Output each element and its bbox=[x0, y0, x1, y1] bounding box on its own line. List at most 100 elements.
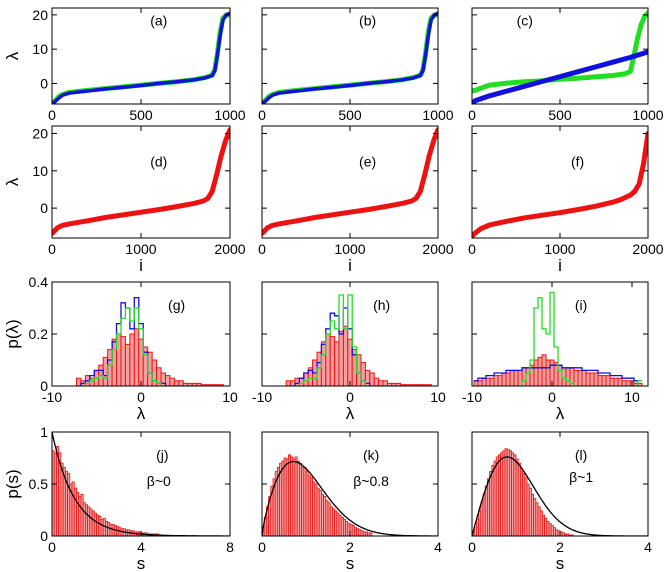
ytick-label-j-2: 1 bbox=[40, 424, 48, 440]
ytick-label-a-1: 10 bbox=[32, 41, 48, 57]
xtick-label-a-2: 1000 bbox=[214, 107, 245, 123]
series-green-c bbox=[472, 10, 648, 94]
xlabel-j: s bbox=[137, 554, 146, 572]
xlabel-h: λ bbox=[346, 404, 355, 423]
bar-h-13 bbox=[342, 325, 349, 386]
bar-h-11 bbox=[334, 341, 340, 386]
plot-area-h bbox=[285, 294, 432, 386]
bar-h-19 bbox=[369, 372, 375, 386]
panel-label-g: (g) bbox=[168, 297, 185, 313]
bar-g-13 bbox=[133, 328, 140, 386]
xtick-label-f-2: 2000 bbox=[632, 241, 663, 257]
ylabel-j: p(s) bbox=[3, 469, 22, 498]
xtick-label-e-2: 2000 bbox=[422, 241, 453, 257]
annotation-l: β~1 bbox=[569, 469, 593, 485]
bar-g-9 bbox=[116, 333, 122, 386]
panel-label-i: (i) bbox=[575, 297, 587, 313]
bar-i-27 bbox=[581, 369, 587, 386]
bar-i-18 bbox=[545, 359, 551, 386]
bar-h-10 bbox=[329, 336, 336, 386]
bar-h-16 bbox=[356, 354, 362, 386]
bar-g-17 bbox=[151, 359, 158, 386]
bar-i-26 bbox=[577, 369, 583, 386]
bar-i-32 bbox=[601, 375, 607, 386]
bar-g-23 bbox=[178, 380, 184, 386]
xtick-label-h-0: -10 bbox=[252, 389, 272, 405]
plot-area-k bbox=[262, 454, 438, 536]
panel-d: 0 1000 2000 0 10 20 i λ (d) bbox=[3, 125, 246, 275]
plot-area-c bbox=[472, 10, 648, 104]
bar-i-28 bbox=[585, 372, 591, 386]
panel-label-k: (k) bbox=[363, 447, 379, 463]
xlabel-d: i bbox=[139, 256, 143, 275]
bar-h-3 bbox=[298, 377, 305, 386]
series-red-f bbox=[472, 131, 648, 238]
series-red-e bbox=[262, 127, 438, 236]
xtick-label-b-0: 0 bbox=[258, 107, 266, 123]
bar-g-11 bbox=[124, 343, 131, 386]
plot-area-l bbox=[472, 448, 648, 536]
panel-k: 0 2 4 s (k) β~0.8 bbox=[258, 431, 442, 572]
panel-label-f: (f) bbox=[571, 153, 584, 169]
bar-h-21 bbox=[378, 380, 384, 386]
bar-i-15 bbox=[533, 359, 539, 386]
bar-i-7 bbox=[501, 372, 507, 386]
bar-g-12 bbox=[129, 333, 135, 386]
plot-area-j bbox=[52, 432, 230, 536]
xtick-label-a-1: 500 bbox=[129, 107, 153, 123]
panel-f: 0 1000 2000 i (f) bbox=[468, 125, 664, 275]
bar-i-16 bbox=[537, 356, 543, 386]
xtick-label-i-0: -10 bbox=[462, 389, 482, 405]
xtick-label-g-1: 0 bbox=[137, 389, 145, 405]
ytick-label-d-1: 10 bbox=[32, 163, 48, 179]
step-green-i bbox=[474, 291, 642, 386]
bar-i-33 bbox=[605, 375, 611, 386]
bar-i-34 bbox=[609, 377, 615, 386]
bar-i-9 bbox=[509, 369, 515, 386]
plot-area-f bbox=[472, 131, 648, 238]
xtick-label-c-0: 0 bbox=[468, 107, 476, 123]
xtick-label-d-0: 0 bbox=[48, 241, 56, 257]
xtick-label-g-2: 10 bbox=[222, 389, 238, 405]
series-blue-a bbox=[52, 11, 230, 104]
xlabel-e: i bbox=[348, 256, 352, 275]
xtick-label-f-0: 0 bbox=[468, 241, 476, 257]
ylabel-g: p(λ) bbox=[3, 319, 22, 348]
xtick-label-c-1: 500 bbox=[548, 107, 572, 123]
plot-area-b bbox=[262, 11, 438, 104]
panel-label-h: (h) bbox=[373, 297, 390, 313]
panel-label-b: (b) bbox=[359, 12, 376, 28]
series-green-a bbox=[52, 12, 230, 104]
step-blue-g bbox=[76, 296, 224, 386]
xtick-label-d-1: 1000 bbox=[125, 241, 156, 257]
bar-g-22 bbox=[173, 380, 180, 386]
plot-area-i bbox=[473, 291, 643, 386]
ytick-label-g-1: 0.2 bbox=[29, 326, 49, 342]
bar-i-3 bbox=[485, 377, 491, 386]
panel-label-e: (e) bbox=[359, 153, 376, 169]
xtick-label-d-2: 2000 bbox=[214, 241, 245, 257]
panel-j: 0 4 8 0 0.5 1 s p(s) (j) β~0 bbox=[3, 424, 234, 572]
bar-h-12 bbox=[338, 330, 344, 386]
xlabel-l: s bbox=[556, 554, 565, 572]
ytick-label-j-0: 0 bbox=[40, 528, 48, 544]
bar-h-4 bbox=[303, 372, 309, 386]
ytick-label-a-0: 0 bbox=[40, 75, 48, 91]
xtick-label-f-1: 1000 bbox=[544, 241, 575, 257]
xtick-label-h-1: 0 bbox=[346, 389, 354, 405]
bar-h-9 bbox=[325, 333, 331, 386]
panel-e: 0 1000 2000 i (e) bbox=[258, 125, 454, 275]
plot-area-a bbox=[52, 11, 230, 104]
bar-i-2 bbox=[481, 377, 487, 386]
xtick-label-g-0: -10 bbox=[42, 389, 62, 405]
panel-g: -10 0 1000.20.4λp(λ)(g) bbox=[3, 274, 238, 423]
series-green-b bbox=[262, 12, 438, 104]
bar-l-45 bbox=[570, 534, 574, 536]
panel-l: 0 2 4 s (l) β~1 bbox=[468, 431, 652, 572]
series-blue-c bbox=[472, 49, 648, 104]
xtick-label-l-2: 4 bbox=[644, 539, 652, 555]
panel-label-d: (d) bbox=[150, 153, 167, 169]
panel-label-c: (c) bbox=[517, 12, 533, 28]
panel-h: -10 0 10 λ (h) bbox=[252, 281, 446, 423]
bar-i-10 bbox=[513, 369, 519, 386]
